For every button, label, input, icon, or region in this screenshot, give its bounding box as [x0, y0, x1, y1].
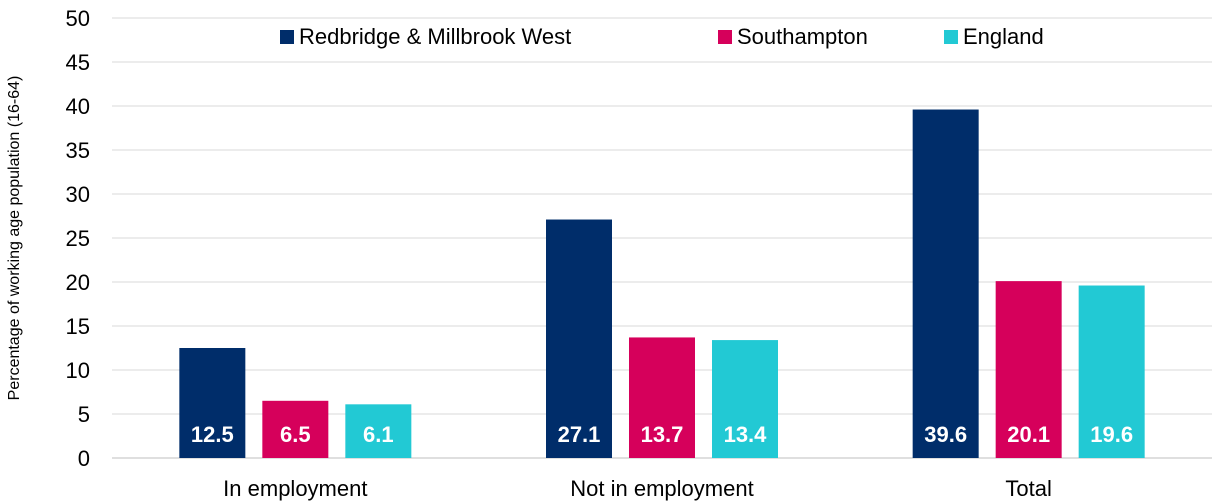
- bar: [712, 340, 778, 458]
- y-tick-label: 20: [66, 270, 90, 295]
- y-tick-label: 50: [66, 6, 90, 31]
- data-label: 6.5: [280, 422, 311, 447]
- data-label: 6.1: [363, 422, 394, 447]
- legend-swatch: [280, 30, 294, 44]
- data-label: 20.1: [1007, 422, 1050, 447]
- x-axis-categories: In employment Not in employment Total: [223, 476, 1052, 501]
- data-label: 13.7: [641, 422, 684, 447]
- data-label: 13.4: [724, 422, 768, 447]
- legend-label: Redbridge & Millbrook West: [299, 24, 571, 49]
- data-label: 12.5: [191, 422, 234, 447]
- legend-label: Southampton: [737, 24, 868, 49]
- bar: [912, 109, 979, 459]
- y-tick-label: 30: [66, 182, 90, 207]
- y-axis-ticks: 0 5 10 15 20 25 30 35 40 45 50: [66, 6, 90, 471]
- x-category-label: Not in employment: [570, 476, 753, 501]
- y-tick-label: 0: [78, 446, 90, 471]
- bar: [179, 348, 246, 458]
- y-tick-label: 35: [66, 138, 90, 163]
- bars: 12.5 6.5 6.1 27.1 13.7 13.4 39.6 20.1 19.6: [179, 109, 1145, 459]
- x-category-label: Total: [1005, 476, 1051, 501]
- bar: [1078, 285, 1145, 458]
- x-category-label: In employment: [223, 476, 367, 501]
- bar: [995, 281, 1062, 458]
- y-tick-label: 40: [66, 94, 90, 119]
- data-label: 39.6: [924, 422, 967, 447]
- legend-swatch: [944, 30, 958, 44]
- bar: [262, 400, 329, 458]
- data-label: 19.6: [1090, 422, 1133, 447]
- y-tick-label: 15: [66, 314, 90, 339]
- legend-swatch: [718, 30, 732, 44]
- bar: [546, 219, 612, 458]
- y-tick-label: 25: [66, 226, 90, 251]
- data-label: 27.1: [558, 422, 601, 447]
- bar: [345, 404, 412, 458]
- legend-label: England: [963, 24, 1044, 49]
- bar: [629, 337, 695, 458]
- y-tick-label: 45: [66, 50, 90, 75]
- legend: Redbridge & Millbrook West Southampton Eng…: [280, 24, 1044, 49]
- y-axis-label: Percentage of working age population (16…: [6, 76, 23, 401]
- y-tick-label: 10: [66, 358, 90, 383]
- y-tick-label: 5: [78, 402, 90, 427]
